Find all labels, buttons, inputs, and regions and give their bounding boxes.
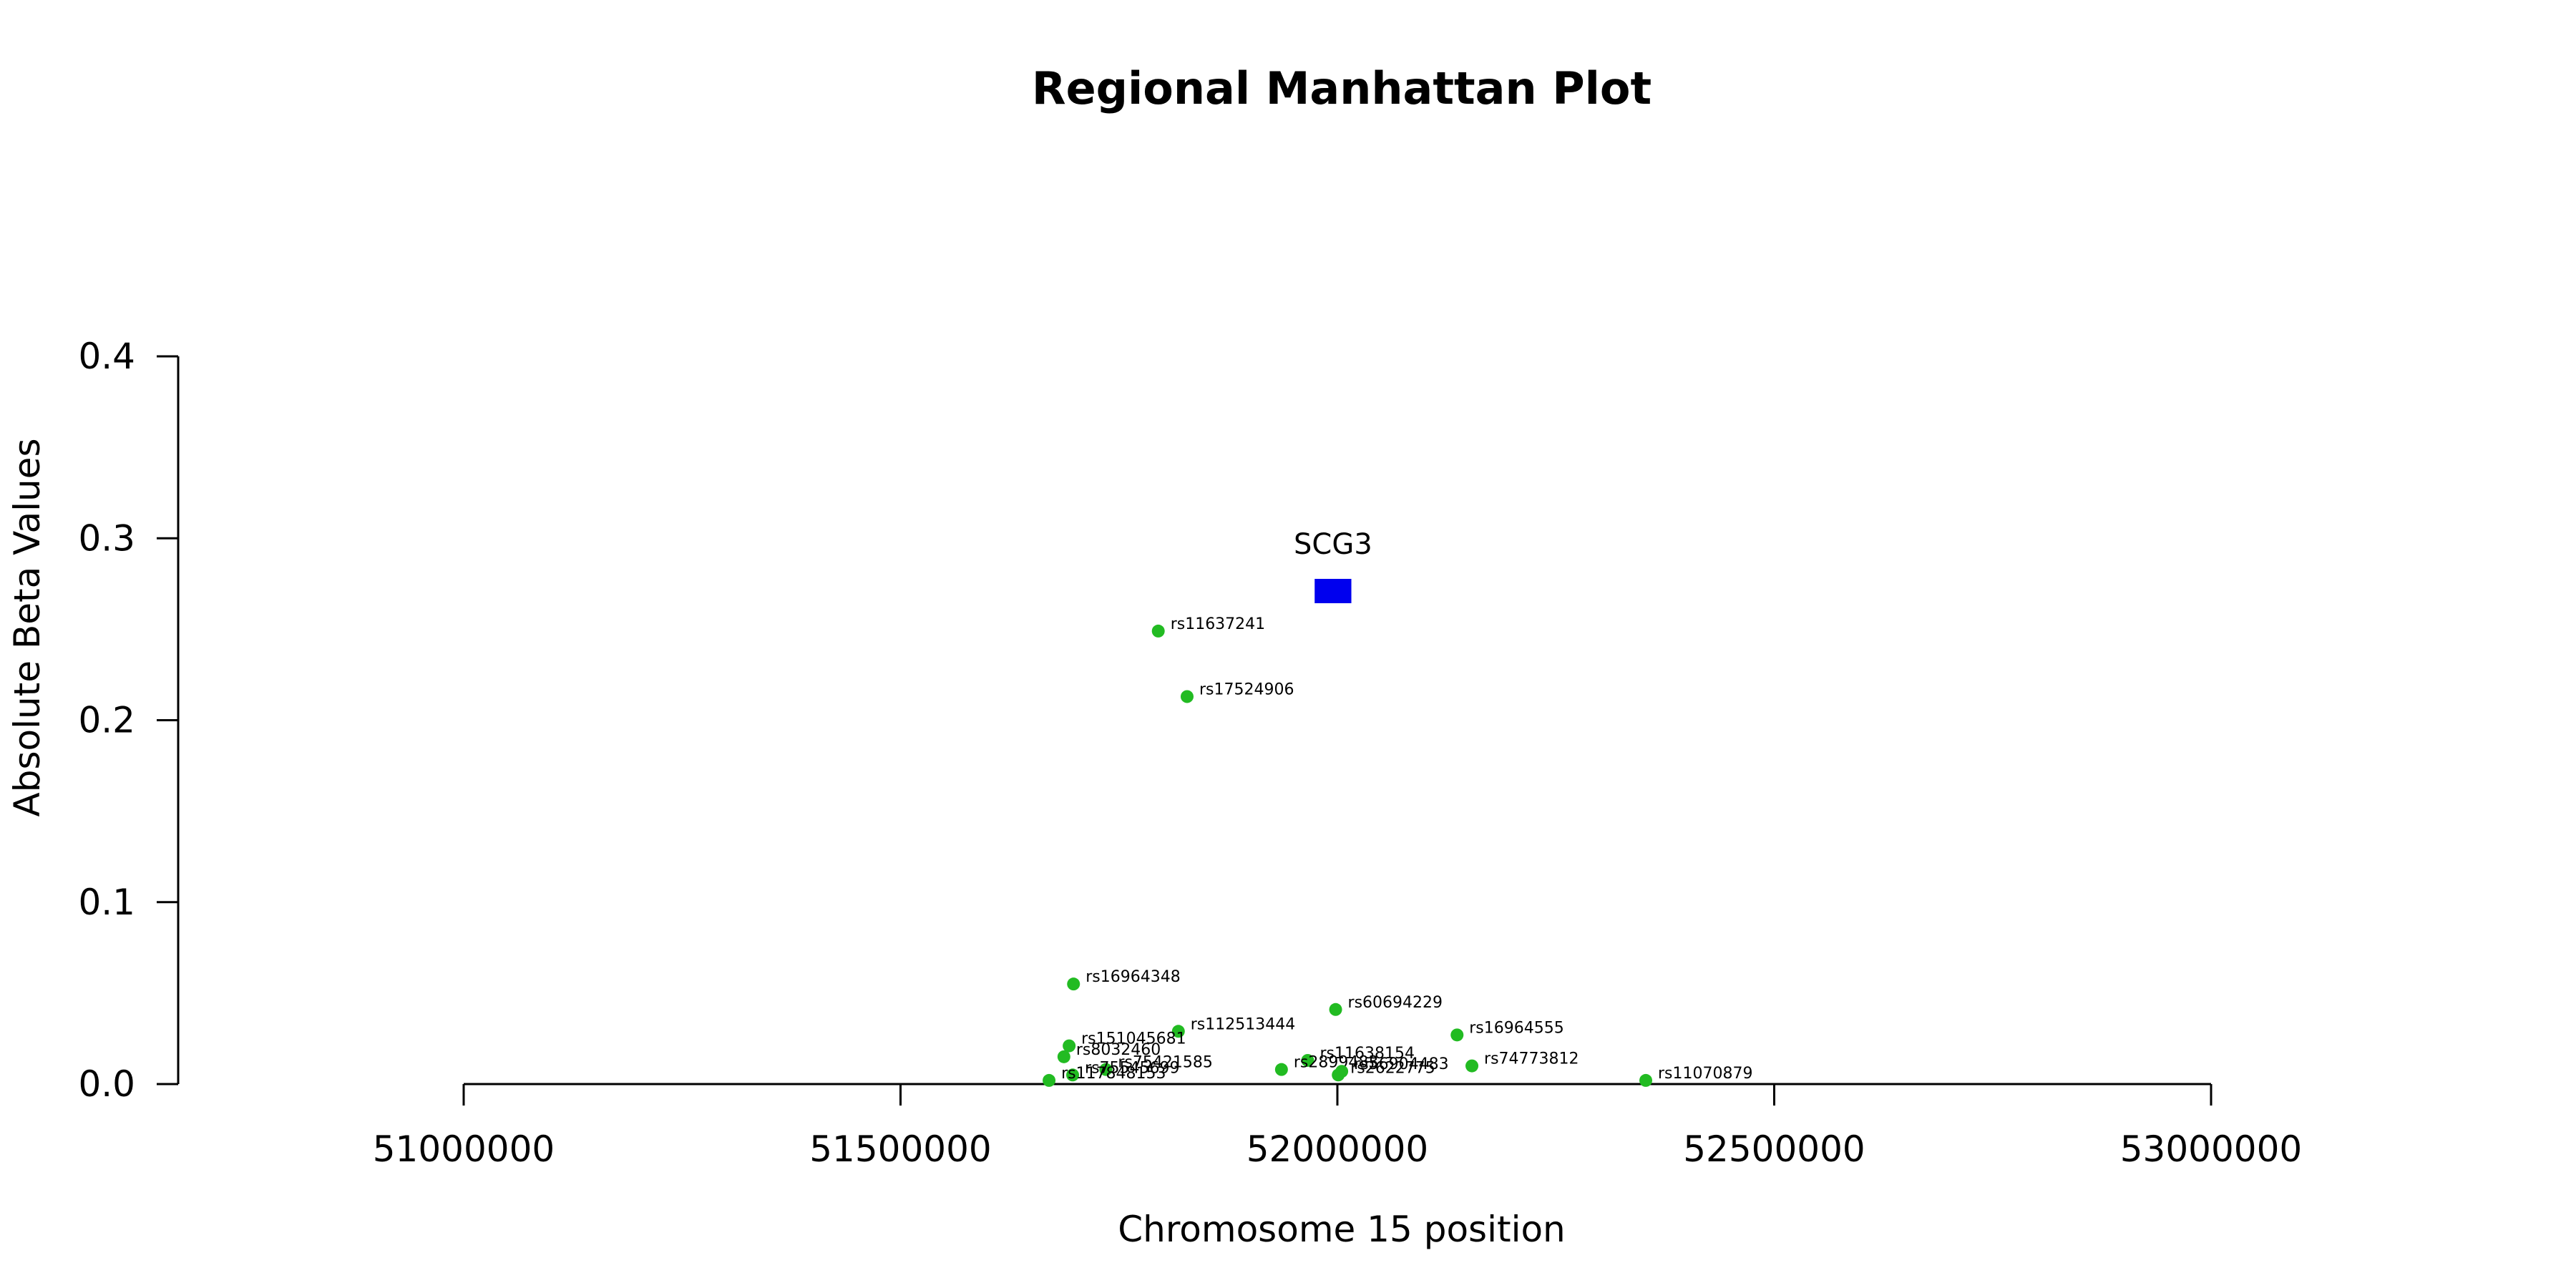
snp-point — [1180, 690, 1194, 703]
points-layer: rs11637241 rs17524906 rs16964348 rs60694229… — [1043, 615, 1752, 1087]
snp-point — [1450, 1028, 1464, 1042]
gene-marker — [1314, 578, 1352, 603]
snp-label: rs74773812 — [1484, 1050, 1579, 1068]
snp-point — [1057, 1050, 1070, 1063]
snp-point — [1151, 624, 1165, 638]
y-axis-label: Absolute Beta Values — [6, 439, 48, 817]
snp-point — [1067, 977, 1080, 991]
y-tick-label: 0.4 — [78, 336, 135, 377]
x-tick-label: 52500000 — [1683, 1128, 1865, 1170]
snp-point — [1171, 1025, 1185, 1038]
gene-layer: SCG3 — [1294, 528, 1372, 603]
chart-title: Regional Manhattan Plot — [1032, 62, 1652, 114]
snp-label: rs11070879 — [1658, 1065, 1752, 1083]
snp-point — [1301, 1053, 1314, 1067]
snp-label: rs17524906 — [1199, 680, 1294, 698]
snp-label: rs16964348 — [1085, 968, 1180, 986]
x-tick-label: 51500000 — [809, 1128, 992, 1170]
snp-point — [1332, 1068, 1345, 1082]
snp-point — [1063, 1039, 1076, 1053]
x-tick-label: 51000000 — [373, 1128, 555, 1170]
snp-label: rs2622775 — [1350, 1059, 1435, 1077]
snp-label: rs117848153 — [1061, 1065, 1166, 1083]
snp-label: rs151045681 — [1081, 1030, 1186, 1048]
snp-label: rs56904483 — [1354, 1055, 1448, 1073]
snp-point — [1274, 1063, 1288, 1076]
snp-label: rs11638154 — [1319, 1045, 1414, 1063]
snp-label: rs11637241 — [1171, 615, 1265, 633]
x-axis-label: Chromosome 15 position — [1118, 1209, 1566, 1250]
snp-point — [1639, 1073, 1653, 1087]
snp-point — [1099, 1063, 1113, 1076]
y-tick-label: 0.0 — [78, 1063, 135, 1105]
gene-label: SCG3 — [1294, 528, 1372, 561]
y-tick-label: 0.2 — [78, 700, 135, 741]
snp-label: rs60694229 — [1348, 994, 1443, 1012]
snp-point — [1465, 1059, 1479, 1073]
snp-label: rs75545699 — [1085, 1059, 1179, 1077]
axes: 0.0 0.1 0.2 0.3 0.4 51000000 51500000 52000000 5… — [78, 336, 2302, 1170]
snp-point — [1066, 1068, 1080, 1082]
snp-label: rs8032460 — [1076, 1041, 1161, 1059]
x-tick-label: 52000000 — [1246, 1128, 1429, 1170]
snp-label: rs112513444 — [1191, 1015, 1295, 1033]
snp-label: rs75421585 — [1118, 1054, 1212, 1072]
snp-label: rs16964555 — [1469, 1019, 1563, 1037]
snp-point — [1329, 1002, 1342, 1016]
x-tick-label: 53000000 — [2120, 1128, 2303, 1170]
snp-point — [1043, 1073, 1056, 1087]
y-tick-label: 0.1 — [78, 882, 135, 923]
y-tick-label: 0.3 — [78, 517, 135, 559]
